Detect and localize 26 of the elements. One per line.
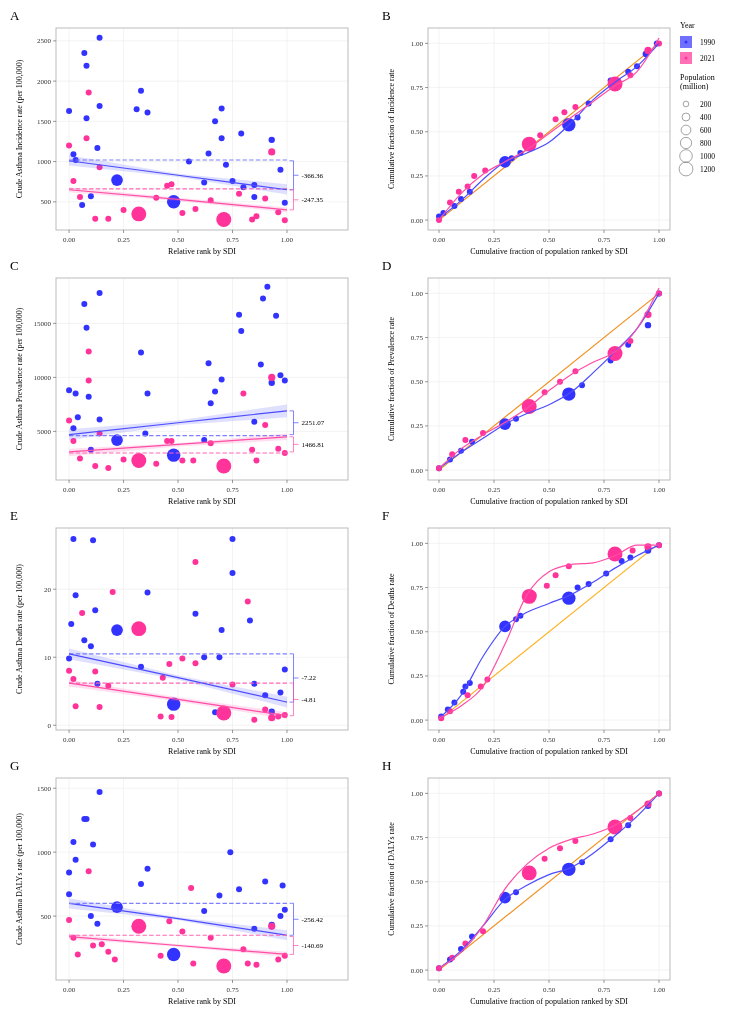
chart-title: B	[382, 8, 391, 23]
x-axis-title: Relative rank by SDI	[168, 997, 237, 1006]
chart-title: F	[382, 508, 390, 523]
y-axis-title: Crude Asthma Deaths rate (per 100,000)	[15, 563, 24, 694]
y-axis-title: Cumulative fraction of Deaths rate	[387, 573, 396, 685]
chart-title: D	[382, 258, 392, 273]
y-axis-title: Crude Asthma Prevalence rate (per 100,000)	[15, 307, 24, 451]
x-axis-title: Cumulative fraction of population ranked by SDI	[470, 747, 629, 756]
chart-title: C	[10, 258, 19, 273]
legend-title: Year	[680, 21, 696, 30]
x-axis-title: Relative rank by SDI	[168, 247, 237, 256]
text: Population (million)	[680, 73, 715, 91]
x-axis-title: Cumulative fraction of population ranked by SDI	[470, 497, 629, 506]
x-axis-title: Cumulative fraction of population ranked by SDI	[470, 997, 629, 1006]
y-axis-title: Cumulative fraction of Incidence rate	[387, 68, 396, 189]
y-axis-title: Cumulative fraction of Prevalence rate	[387, 316, 396, 441]
x-axis-title: Cumulative fraction of population ranked by SDI	[470, 247, 629, 256]
x-axis-title: Relative rank by SDI	[168, 497, 237, 506]
x-axis-title: Relative rank by SDI	[168, 747, 237, 756]
chart-title: G	[10, 758, 20, 773]
y-axis-title: Crude Asthma DALYs rate (per 100,000)	[15, 812, 24, 946]
y-axis-title: Cumulative fraction of DALYs rate	[387, 821, 396, 936]
y-axis-title: Crude Asthma Incidence rate (per 100,000)	[15, 59, 24, 199]
chart-title: A	[10, 8, 20, 23]
chart-title: H	[382, 758, 392, 773]
chart-title: E	[10, 508, 18, 523]
